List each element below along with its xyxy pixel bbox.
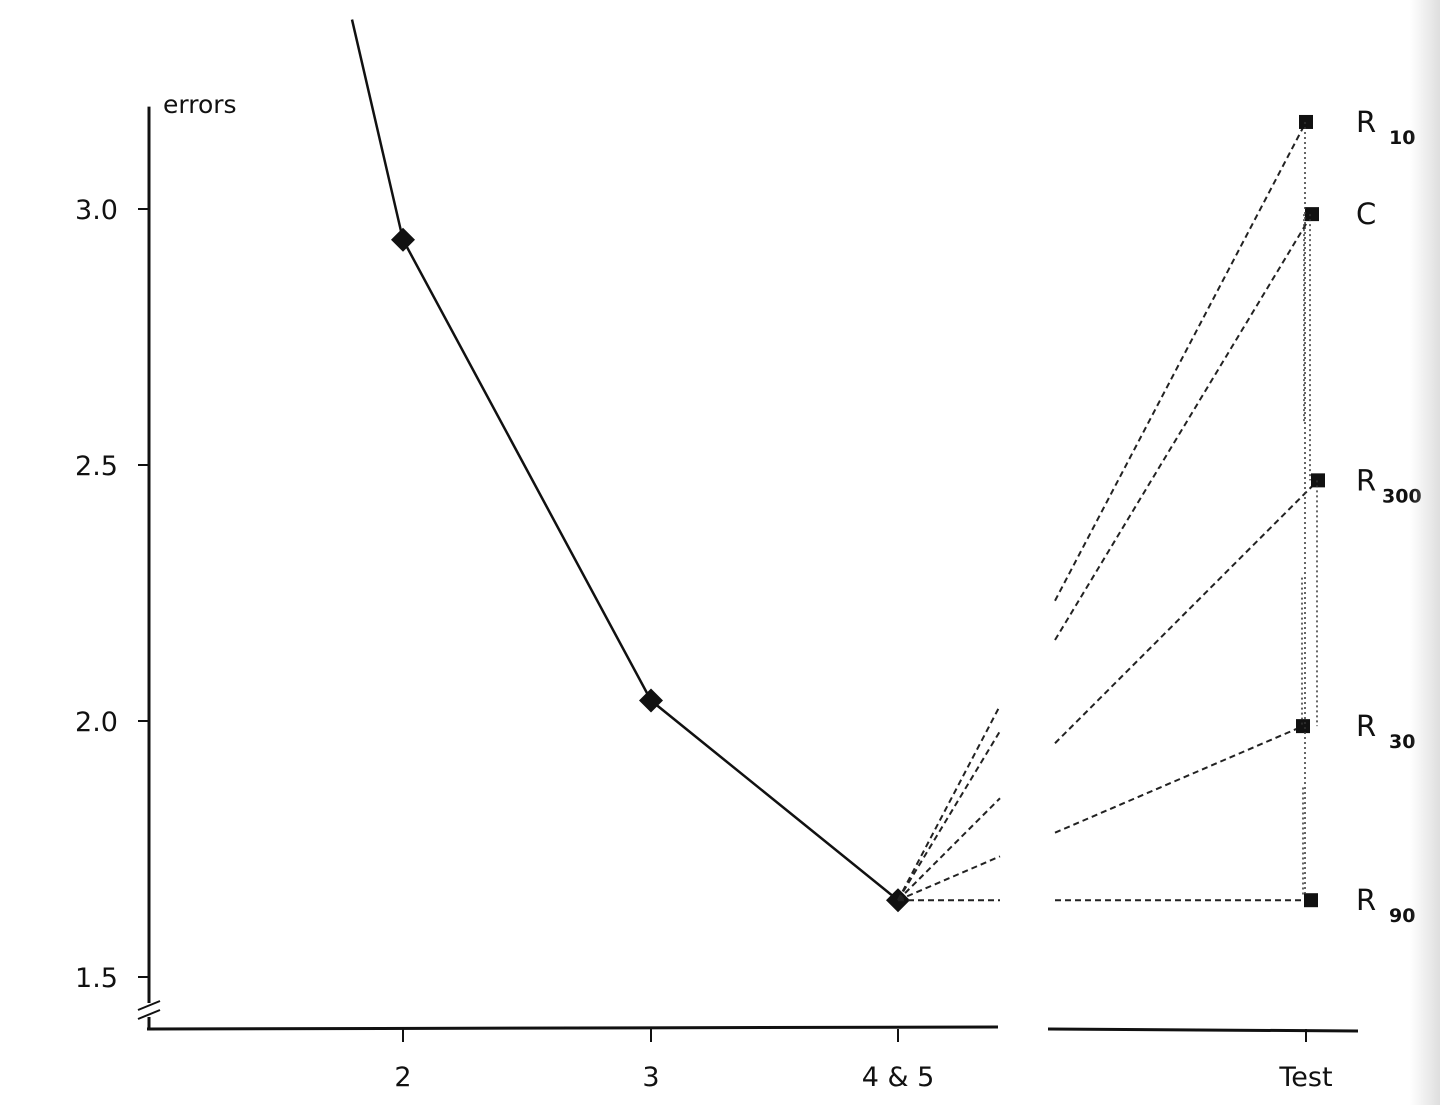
x-tick-label: 2 (394, 1062, 411, 1093)
test-line-segment (897, 797, 1001, 901)
test-group-label: R (1356, 709, 1376, 743)
x-tick-label: Test (1278, 1062, 1332, 1093)
axis-break-mark (137, 1000, 161, 1011)
axis-break-mark (137, 1009, 161, 1020)
test-group-label: C (1356, 197, 1376, 231)
test-point-square (1299, 114, 1313, 129)
test-line-segment (897, 705, 1001, 901)
axes-group: errors (137, 90, 1359, 1033)
x-tick-label: 3 (642, 1062, 659, 1093)
test-point-square (1304, 893, 1318, 908)
y-axis-title: errors (163, 90, 237, 119)
test-point-square (1305, 207, 1319, 222)
y-tick-label: 2.0 (75, 707, 118, 738)
test-group-subscript: 10 (1389, 127, 1415, 149)
x-axis-line (146, 1025, 999, 1031)
training-point-diamond (639, 688, 663, 713)
test-line-segment (1054, 725, 1304, 834)
test-line-segment (897, 855, 1001, 902)
test-group-label: R (1356, 105, 1376, 139)
test-line-segment (1054, 213, 1313, 641)
test-series-group (897, 114, 1325, 908)
significance-bracket-group (1301, 121, 1318, 896)
page-edge-shadow (1410, 0, 1440, 1105)
test-group-label: R (1356, 463, 1376, 497)
test-point-square (1311, 473, 1325, 488)
test-point-square (1296, 719, 1310, 734)
y-tick-label: 2.5 (75, 451, 118, 482)
tick-group: 1.5 2.0 2.5 3.0 2 3 4 & 5 Test (75, 195, 1333, 1093)
test-group-subscript: 90 (1389, 905, 1415, 927)
training-line (350, 19, 899, 902)
x-axis-line-right (1047, 1027, 1359, 1033)
test-line-segment (1054, 479, 1319, 744)
test-line-segment (897, 730, 1001, 901)
test-group-label: R (1356, 883, 1376, 917)
training-series-group (350, 19, 910, 913)
y-tick-label: 1.5 (75, 963, 118, 994)
y-tick-label: 3.0 (75, 195, 118, 226)
test-group-subscript: 30 (1389, 731, 1415, 753)
training-point-diamond (391, 227, 415, 252)
x-tick-label: 4 & 5 (862, 1062, 935, 1093)
test-line-segment (1054, 121, 1307, 602)
